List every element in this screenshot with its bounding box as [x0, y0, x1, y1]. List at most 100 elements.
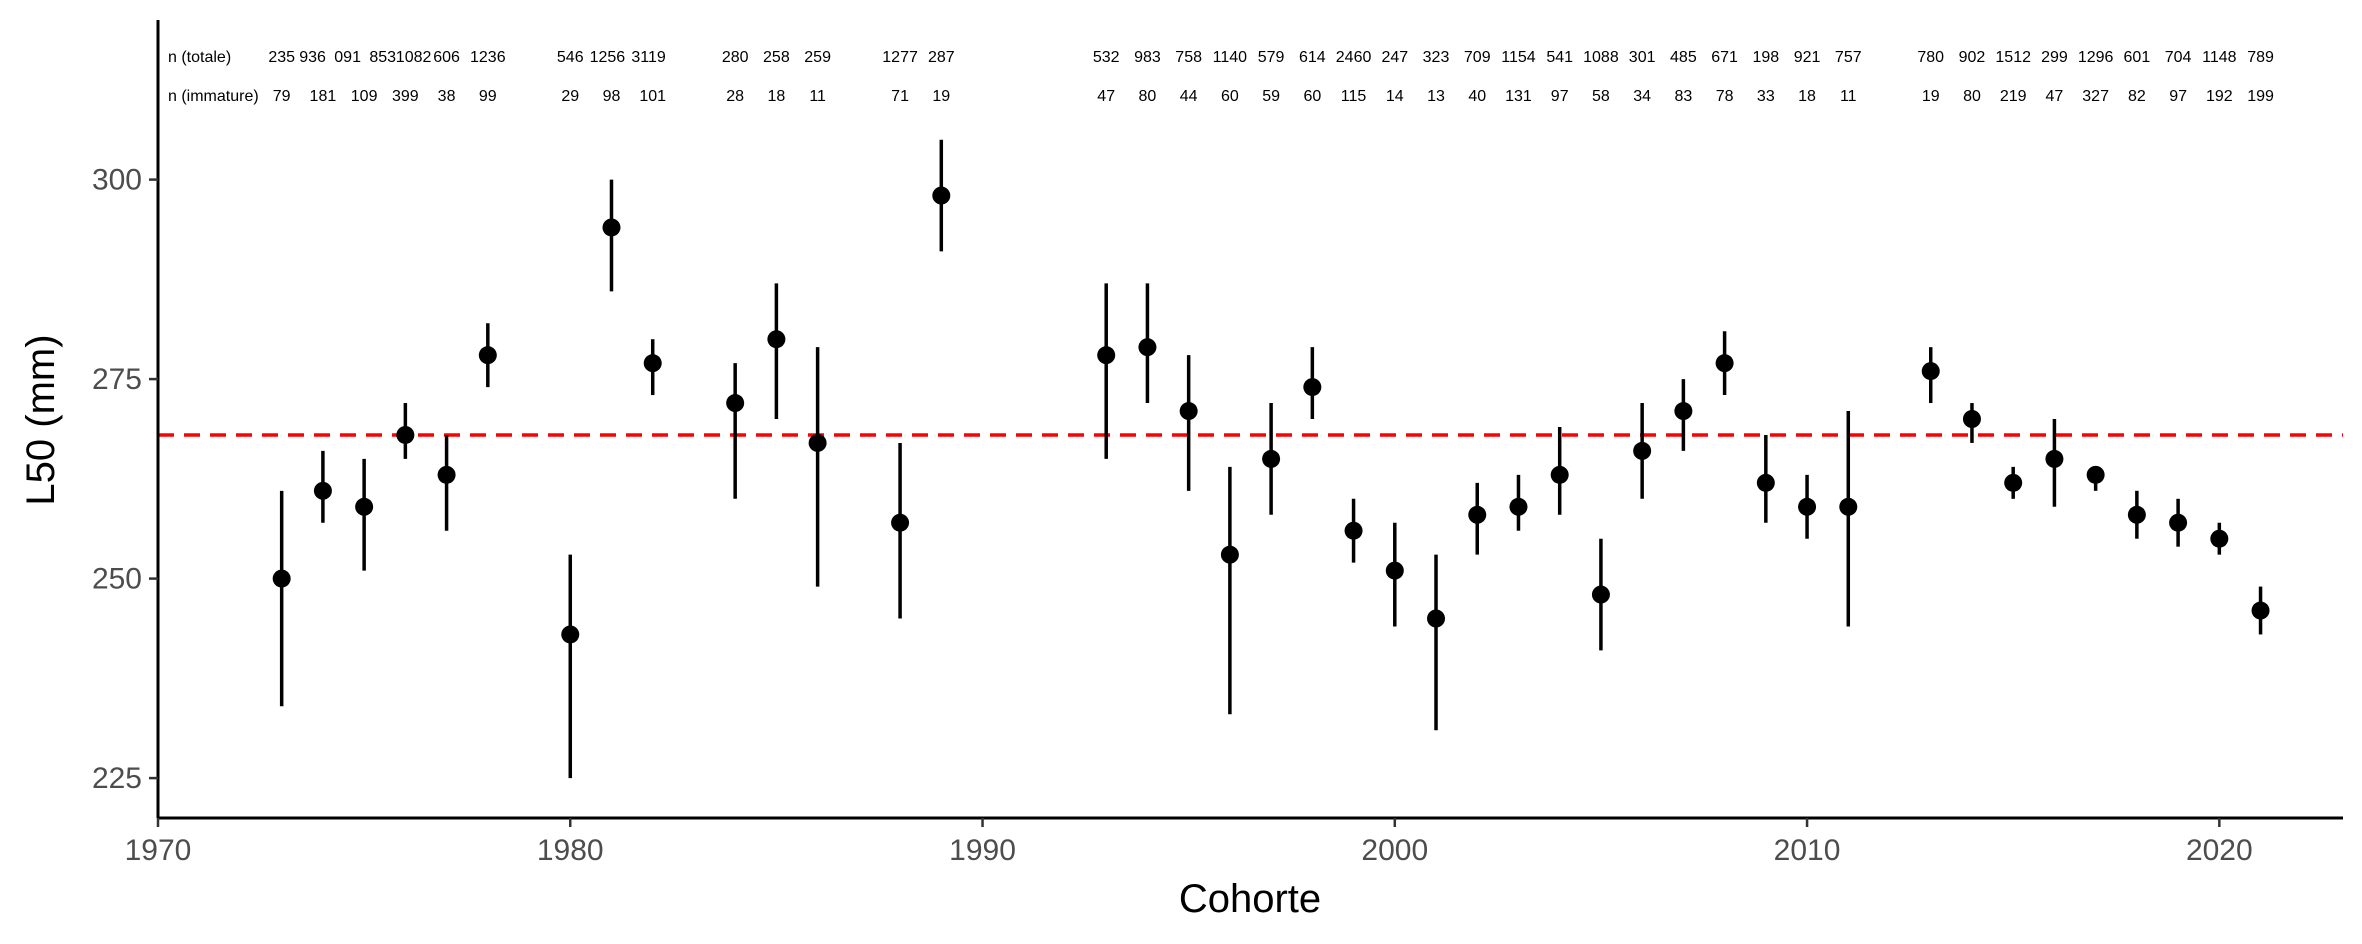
row-label-total: n (totale): [168, 49, 231, 66]
count-immature-2021: 199: [2247, 88, 2274, 105]
count-immature-1995: 44: [1180, 88, 1198, 105]
point-1982: [643, 354, 662, 373]
count-total-38: 1296: [2078, 49, 2114, 66]
count-immature-2014: 80: [1963, 88, 1981, 105]
count-immature-1994: 80: [1139, 88, 1157, 105]
count-total-24: 709: [1464, 49, 1491, 66]
x-tick-label-2000: 2000: [1361, 834, 1428, 867]
count-total-18: 1140: [1213, 49, 1248, 66]
x-tick-label-1970: 1970: [125, 834, 192, 867]
point-2007: [1674, 402, 1693, 421]
point-1974: [313, 481, 332, 500]
count-total-9: 3119: [631, 49, 666, 66]
count-total-5: 606: [433, 49, 460, 66]
point-1977: [437, 465, 456, 484]
count-total-17: 758: [1175, 49, 1202, 66]
y-tick-label-275: 275: [92, 363, 142, 396]
y-tick-label-225: 225: [92, 762, 142, 795]
count-total-12: 259: [804, 49, 831, 66]
count-total-42: 789: [2247, 49, 2274, 66]
count-total-14: 287: [928, 49, 955, 66]
point-2015: [2004, 473, 2023, 492]
point-2018: [2127, 505, 2146, 524]
count-immature-2013: 19: [1922, 88, 1940, 105]
count-immature-1974: 181: [310, 88, 337, 105]
point-2020: [2210, 529, 2229, 548]
count-immature-1989: 19: [932, 88, 950, 105]
point-1986: [808, 433, 827, 452]
count-total-34: 780: [1917, 49, 1944, 66]
count-immature-1999: 115: [1341, 88, 1367, 105]
point-2011: [1839, 497, 1858, 516]
count-immature-1973: 79: [273, 88, 291, 105]
count-total-33: 757: [1835, 49, 1862, 66]
count-total-0: 235: [268, 49, 295, 66]
count-immature-2010: 18: [1798, 88, 1816, 105]
count-total-7: 546: [557, 49, 584, 66]
count-total-25: 1154: [1501, 49, 1536, 66]
point-2005: [1591, 585, 1610, 604]
y-tick-label-250: 250: [92, 563, 142, 596]
point-1976: [396, 425, 415, 444]
point-1978: [478, 346, 497, 365]
point-1994: [1138, 338, 1157, 357]
counts-total-row: 235 936 091 853 1082 606 1236 546 1256 3119 280 258…: [268, 49, 2274, 66]
count-immature-2011: 11: [1840, 88, 1857, 105]
point-1989: [932, 186, 951, 205]
count-immature-2008: 78: [1716, 88, 1734, 105]
count-immature-2007: 83: [1674, 88, 1692, 105]
point-2009: [1756, 473, 1775, 492]
count-immature-2006: 34: [1633, 88, 1651, 105]
count-immature-1986: 11: [809, 88, 826, 105]
point-2017: [2086, 465, 2105, 484]
count-total-8: 1256: [590, 49, 626, 66]
count-total-10: 280: [722, 49, 749, 66]
count-total-26: 541: [1546, 49, 1573, 66]
point-2010: [1798, 497, 1817, 516]
point-1998: [1303, 378, 1322, 397]
count-total-31: 198: [1752, 49, 1779, 66]
count-total-22: 247: [1381, 49, 1408, 66]
point-1973: [272, 569, 291, 588]
count-immature-2003: 131: [1505, 88, 1532, 105]
count-immature-1978: 99: [479, 88, 497, 105]
count-immature-1996: 60: [1221, 88, 1239, 105]
count-immature-2017: 327: [2082, 88, 2109, 105]
x-tick-label-1980: 1980: [537, 834, 604, 867]
point-2016: [2045, 449, 2064, 468]
point-1993: [1097, 346, 1116, 365]
point-2014: [1962, 410, 1981, 428]
count-immature-1984: 28: [726, 88, 744, 105]
count-total-1: 936: [299, 49, 326, 66]
point-1975: [355, 497, 374, 516]
count-total-4: 1082: [396, 49, 432, 66]
sample-size-annotations: n (totale) n (immature) 235 936 091 853 1082…: [168, 49, 2274, 105]
count-total-11: 258: [763, 49, 790, 66]
point-2006: [1633, 441, 1652, 460]
point-2004: [1550, 465, 1569, 484]
count-immature-2016: 47: [2046, 88, 2064, 105]
point-1981: [602, 218, 621, 237]
count-immature-1985: 18: [767, 88, 785, 105]
y-axis-ticks: 225 250 275 300: [92, 164, 158, 795]
y-axis-title: L50 (mm): [19, 334, 63, 505]
count-immature-2019: 97: [2169, 88, 2187, 105]
point-1997: [1262, 449, 1281, 468]
count-total-13: 1277: [882, 49, 918, 66]
count-immature-1998: 60: [1303, 88, 1321, 105]
count-total-30: 671: [1711, 49, 1738, 66]
count-total-39: 601: [2124, 49, 2151, 66]
count-total-6: 1236: [470, 49, 506, 66]
count-total-15: 532: [1093, 49, 1120, 66]
count-immature-1988: 71: [891, 88, 909, 105]
count-total-16: 983: [1134, 49, 1161, 66]
count-total-19: 579: [1258, 49, 1285, 66]
x-tick-label-2010: 2010: [1774, 834, 1841, 867]
count-immature-2002: 40: [1468, 88, 1486, 105]
point-2013: [1921, 362, 1940, 381]
point-2001: [1427, 609, 1446, 628]
count-total-23: 323: [1423, 49, 1450, 66]
x-axis-title: Cohorte: [1179, 877, 1321, 921]
count-immature-2001: 13: [1427, 88, 1445, 105]
